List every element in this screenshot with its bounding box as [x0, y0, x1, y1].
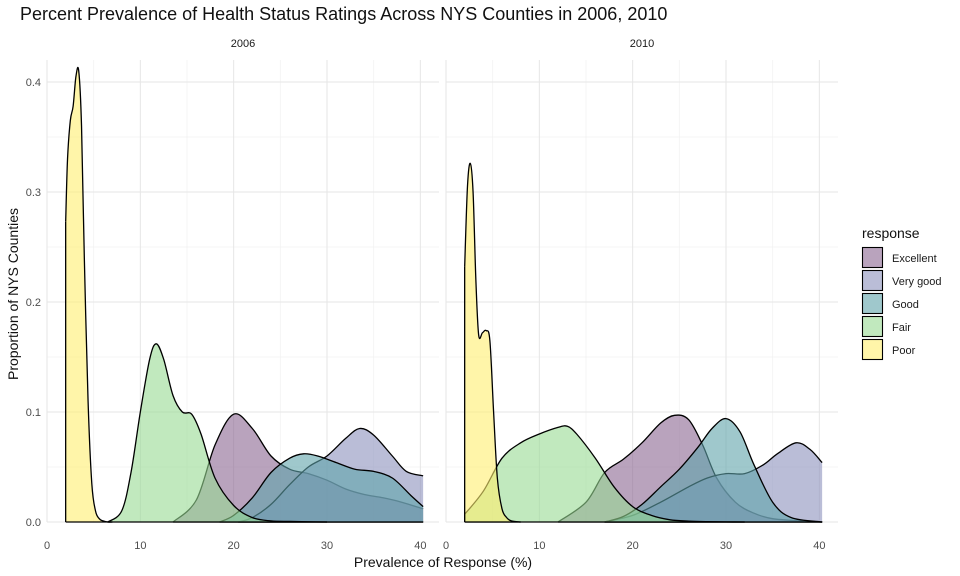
legend-label-poor: Poor [892, 345, 916, 357]
x-tick-label: 0 [443, 540, 449, 552]
y-tick-label: 0.3 [26, 187, 41, 199]
legend-label-excellent: Excellent [892, 253, 937, 265]
x-axis-title: Prevalence of Response (%) [354, 554, 532, 570]
x-tick-label: 20 [228, 540, 240, 552]
density-area-good-2006 [219, 453, 424, 522]
legend-key-very-good [861, 269, 884, 292]
facet-strip-label-2006: 2006 [231, 38, 255, 50]
density-line-good-2006 [219, 453, 424, 523]
density-area-poor-2010 [464, 163, 521, 522]
legend-label-good: Good [892, 299, 919, 311]
density-area-poor-2006 [65, 67, 113, 523]
density-area-fair-2006 [107, 343, 327, 522]
legend-label-very-good: Very good [892, 276, 942, 288]
x-axis-ticks-2010: 0 10 20 30 40 [443, 540, 826, 552]
x-axis-ticks-2006: 0 10 20 30 40 [44, 540, 427, 552]
legend-title: response [862, 225, 920, 241]
y-axis-title: Proportion of NYS Counties [5, 208, 21, 380]
y-tick-label: 0.2 [26, 297, 41, 309]
facet-panel-2010: 2010 [445, 38, 838, 523]
density-line-fair-2006 [107, 343, 328, 523]
legend-key-excellent [861, 246, 884, 269]
x-tick-label: 10 [134, 540, 146, 552]
density-line-poor-2006 [65, 66, 113, 523]
legend-items: Excellent Very good Good Fair Poor [861, 246, 942, 361]
legend-key-poor [861, 338, 884, 361]
x-tick-label: 40 [813, 540, 825, 552]
density-areas-2010 [464, 162, 823, 523]
density-line-fair-2010 [464, 425, 745, 523]
x-tick-label: 10 [533, 540, 545, 552]
density-area-good-2010 [604, 418, 823, 522]
chart-title: Percent Prevalence of Health Status Rati… [20, 4, 667, 24]
x-tick-label: 40 [414, 540, 426, 552]
legend-key-good [861, 292, 884, 315]
legend-key-fair [861, 315, 884, 338]
y-axis-ticks: 0.0 0.1 0.2 0.3 0.4 [26, 77, 41, 529]
y-tick-label: 0.4 [26, 77, 41, 89]
x-tick-label: 30 [720, 540, 732, 552]
y-tick-label: 0.1 [26, 407, 41, 419]
x-tick-label: 20 [627, 540, 639, 552]
density-areas-2006 [65, 66, 424, 523]
x-tick-label: 0 [44, 540, 50, 552]
facet-strip-label-2010: 2010 [630, 38, 654, 50]
density-line-good-2010 [604, 417, 823, 523]
legend-label-fair: Fair [892, 322, 911, 334]
facet-panel-2006: 2006 [46, 38, 439, 523]
x-tick-label: 30 [321, 540, 333, 552]
legend: response Excellent Very good Good Fair Poor [861, 225, 942, 361]
y-tick-label: 0.0 [26, 517, 41, 529]
density-line-poor-2010 [464, 162, 521, 523]
